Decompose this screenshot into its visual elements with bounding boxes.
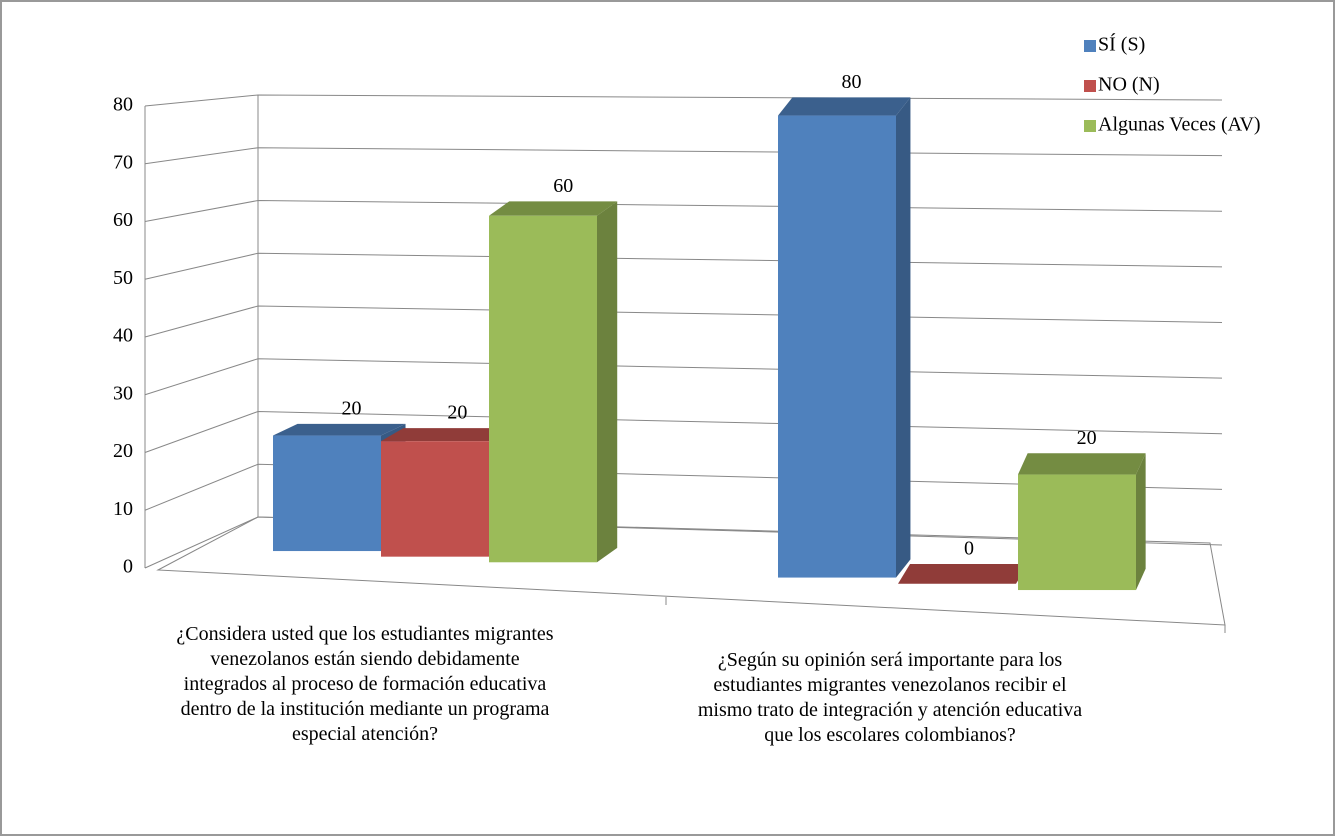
bar-face	[898, 564, 1029, 584]
value-label: 80	[841, 71, 861, 93]
category-label: ¿Según su opinión será importante para l…	[697, 649, 1083, 746]
y-tick-label: 0	[123, 556, 133, 578]
bar-face	[896, 97, 911, 578]
category-label: ¿Considera usted que los estudiantes mig…	[176, 623, 554, 745]
y-tick-label: 80	[113, 94, 133, 116]
bar-face	[1018, 453, 1146, 475]
legend-swatch	[1084, 40, 1096, 52]
bar-face	[273, 423, 406, 436]
bar-face	[273, 435, 381, 552]
floor	[156, 516, 1226, 626]
legend-swatch	[1084, 120, 1096, 132]
value-label: 20	[342, 397, 362, 419]
y-tick-label: 20	[113, 440, 133, 462]
y-tick-label: 70	[113, 151, 133, 173]
value-label: 60	[553, 175, 573, 197]
bar-face	[489, 215, 597, 563]
bar-face	[778, 97, 911, 116]
bar-face	[597, 201, 618, 563]
bar-face	[489, 201, 618, 216]
value-label: 20	[447, 402, 467, 424]
bar-face	[381, 428, 512, 442]
bar-face	[778, 115, 896, 578]
bar	[898, 564, 1029, 584]
y-tick-label: 30	[113, 382, 133, 404]
legend-swatch	[1084, 80, 1096, 92]
legend-label: SÍ (S)	[1098, 33, 1145, 56]
value-label: 0	[964, 538, 974, 560]
legend-label: NO (N)	[1098, 74, 1160, 96]
bar	[1018, 453, 1146, 591]
bar-face	[381, 441, 489, 557]
legend-label: Algunas Veces (AV)	[1098, 114, 1261, 136]
bar	[778, 97, 911, 578]
y-tick-label: 10	[113, 498, 133, 520]
value-label: 20	[1077, 427, 1097, 449]
y-tick-label: 40	[113, 325, 133, 347]
bar-face	[1136, 453, 1146, 591]
y-tick-label: 50	[113, 267, 133, 289]
y-tick-label: 60	[113, 209, 133, 231]
bar	[489, 201, 618, 563]
bar-face	[1018, 474, 1136, 591]
